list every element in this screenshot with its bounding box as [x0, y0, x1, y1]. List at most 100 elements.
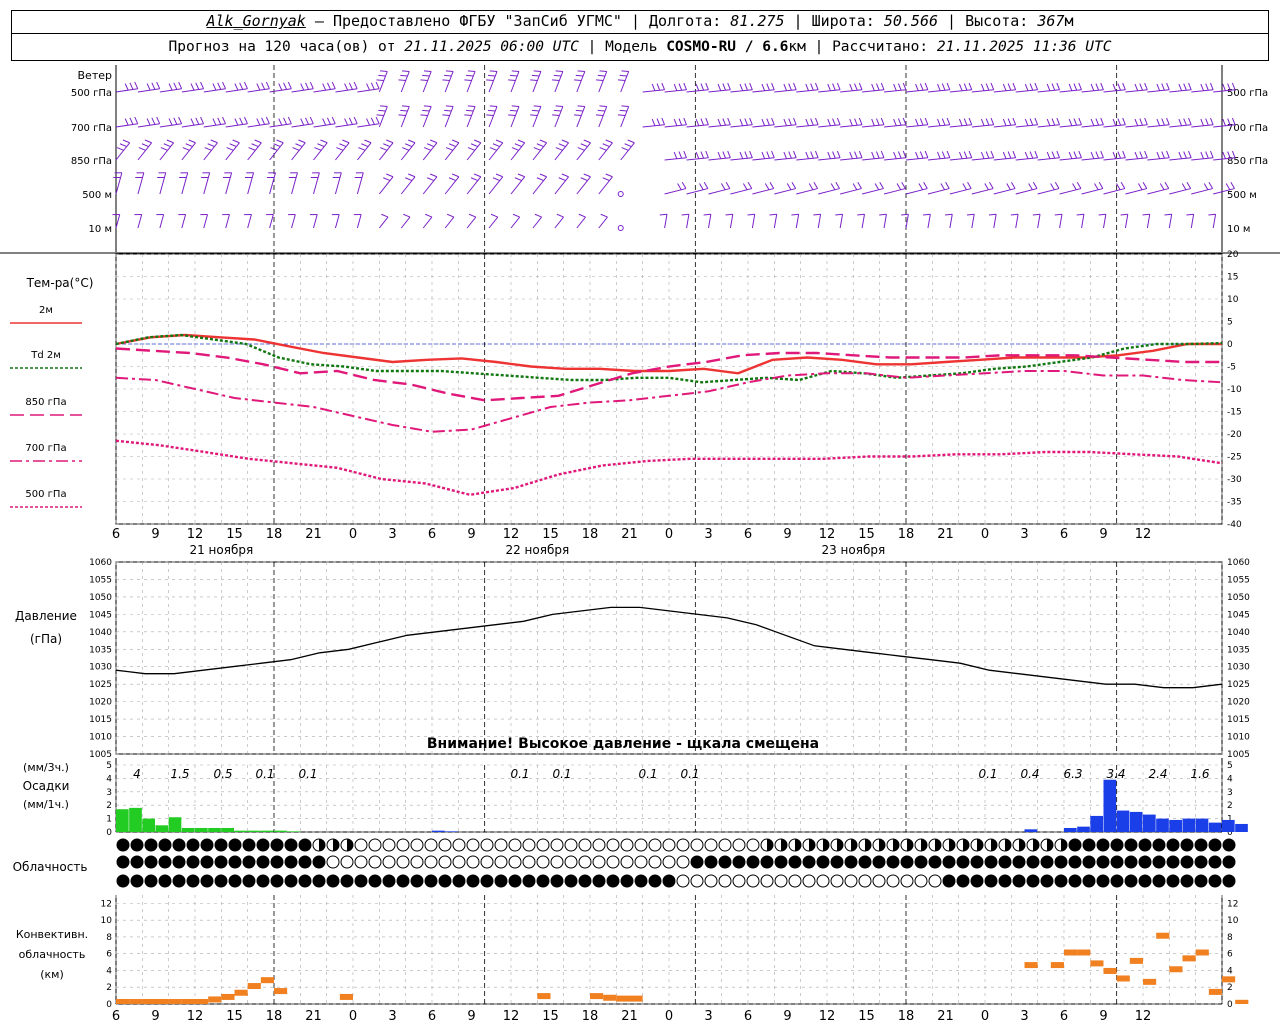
wind-barb-feather — [656, 83, 661, 91]
wind-barb-shaft — [335, 88, 358, 93]
wind-barb-shaft — [1169, 157, 1192, 161]
temp-x-tick-label: 9 — [467, 527, 475, 542]
wind-barb-feather — [200, 116, 205, 124]
precip-3h-label: 1.6 — [1190, 767, 1209, 781]
wind-barb-feather — [597, 74, 606, 77]
conv-x-tick-label: 0 — [665, 1009, 673, 1024]
wind-barb-feather — [836, 82, 841, 90]
wind-barbs — [112, 70, 1236, 231]
cloud-symbol — [676, 838, 690, 852]
cloud-symbol — [718, 874, 732, 888]
wind-barb-shaft — [730, 157, 753, 161]
cloud-symbol — [200, 838, 214, 852]
cloud-symbol — [466, 874, 480, 888]
cloud-symbol — [452, 838, 466, 852]
wind-barb-feather — [871, 83, 875, 91]
wind-barb-feather — [621, 147, 629, 151]
cloud-symbol-half — [991, 839, 997, 851]
wind-barb-feather — [683, 117, 687, 125]
wind-barb-feather — [531, 109, 540, 112]
wind-barb-feather — [217, 117, 222, 125]
temp-x-tick-label: 12 — [819, 527, 836, 542]
cloud-symbol — [466, 838, 480, 852]
wind-barb-feather — [1095, 83, 1100, 91]
precip-unit-3h: (мм/3ч.) — [23, 761, 69, 774]
temp-x-tick-label: 9 — [1099, 527, 1107, 542]
wind-barb-shaft — [927, 188, 950, 195]
wind-barb-feather — [739, 118, 744, 126]
wind-barb-feather — [854, 118, 858, 126]
wind-level-label-left: 700 гПа — [71, 123, 112, 134]
temp-x-tick-label: 3 — [704, 527, 712, 542]
precip-liquid-bar — [1169, 819, 1182, 832]
wind-barb-shaft — [576, 176, 591, 195]
wind-barb-feather — [378, 109, 386, 112]
wind-barb-feather — [836, 117, 841, 125]
wind-barb-feather — [531, 74, 540, 77]
cloud-symbol — [438, 855, 452, 869]
wind-barb-feather — [401, 105, 410, 107]
wind-barb-feather — [1068, 83, 1073, 91]
precip-solid-bar — [234, 830, 248, 832]
wind-barb-feather — [915, 83, 919, 91]
wind-barb-shaft — [225, 88, 248, 93]
wind-barb-shaft — [137, 214, 143, 229]
wind-barb-feather — [897, 151, 902, 159]
conv-x-tick-label: 3 — [1020, 1009, 1028, 1024]
conv-cloud-bar — [1050, 962, 1064, 969]
wind-barb-feather — [749, 117, 753, 125]
cloud-symbol — [1180, 855, 1194, 869]
wind-barb-shaft — [444, 216, 455, 229]
cloud-symbol — [1110, 838, 1124, 852]
temp-x-tick-label: 12 — [503, 527, 520, 542]
wind-barb-feather — [204, 147, 212, 151]
wind-barb-feather — [578, 213, 586, 218]
conv-x-tick-label: 6 — [1060, 1009, 1068, 1024]
wind-barb-feather — [144, 139, 152, 144]
wind-barb-feather — [835, 182, 840, 189]
wind-barb-feather — [621, 105, 629, 107]
precip-solid-bar — [221, 827, 234, 832]
conv-tick-label-left: 8 — [106, 933, 112, 943]
wind-barb-shaft — [115, 214, 121, 229]
wind-barb-feather — [342, 139, 350, 144]
temp-tick-label: -10 — [1227, 385, 1242, 395]
wind-barb-feather — [287, 81, 292, 89]
wind-barb-feather — [251, 143, 259, 148]
wind-barb-feather — [727, 117, 731, 125]
cloud-symbol — [564, 855, 578, 869]
cloud-symbol — [914, 874, 928, 888]
cloud-symbol — [116, 838, 130, 852]
wind-barb-shaft — [949, 188, 972, 195]
conv-cloud-bar — [1182, 955, 1196, 962]
wind-barb-shaft — [708, 214, 712, 229]
wind-barb-shaft — [313, 88, 336, 93]
wind-barb-feather — [336, 147, 344, 151]
wind-barb-feather — [1178, 83, 1183, 91]
wind-barb-feather — [605, 139, 613, 144]
cloud-symbol — [1152, 855, 1166, 869]
wind-barb-feather — [1095, 151, 1100, 159]
cloud-symbol — [172, 838, 186, 852]
pressure-tick-label-right: 1005 — [1227, 750, 1250, 760]
wind-barb-shaft — [247, 214, 252, 229]
wind-barb-shaft — [335, 123, 358, 128]
wind-barb-shaft — [795, 214, 800, 229]
cloud-symbol — [830, 874, 844, 888]
temp-tick-label: 20 — [1227, 250, 1239, 260]
wind-barb-feather — [827, 118, 831, 126]
wind-barb-feather — [1090, 83, 1095, 91]
cloud-symbol — [690, 874, 704, 888]
cloud-symbol — [1194, 838, 1208, 852]
wind-barb-shaft — [400, 106, 410, 128]
wind-barb-shaft — [378, 71, 388, 93]
wind-barb-feather — [322, 83, 327, 91]
wind-barb-feather — [940, 183, 946, 191]
cloud-symbol-half — [795, 839, 801, 851]
conv-cloud-bar — [603, 994, 617, 1001]
wind-barb-feather — [222, 116, 226, 124]
wind-barb-shaft — [642, 89, 665, 93]
wind-barb-feather — [985, 83, 990, 91]
wind-barb-feather — [901, 182, 906, 189]
wind-barb-feather — [700, 151, 705, 159]
